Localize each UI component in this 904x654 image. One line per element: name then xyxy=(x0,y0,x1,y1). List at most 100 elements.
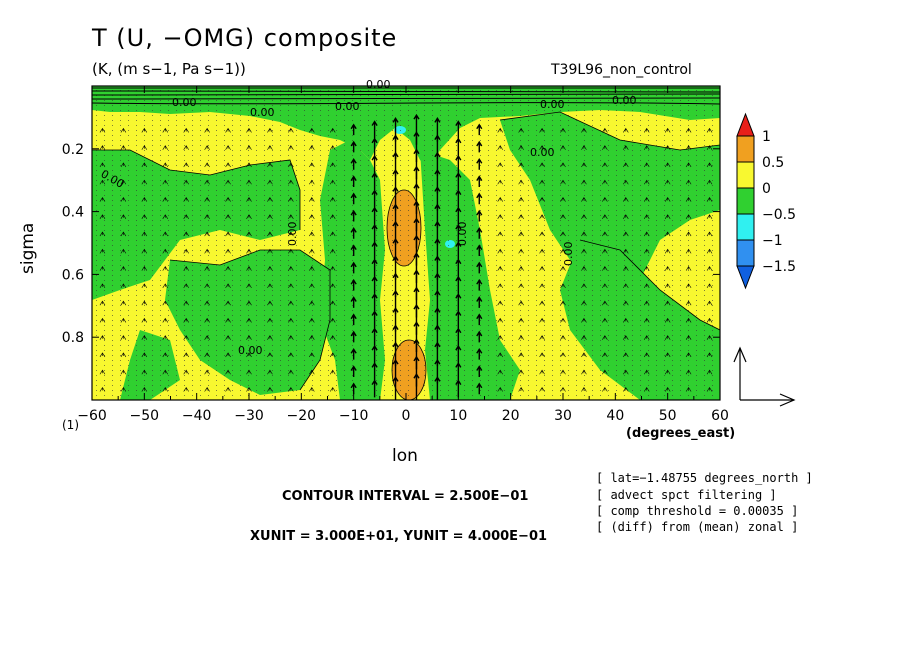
wind-arrow xyxy=(288,317,294,323)
wind-arrow xyxy=(643,335,650,340)
wind-arrow xyxy=(99,248,106,254)
wind-arrow xyxy=(706,162,713,168)
wind-arrow xyxy=(602,283,608,289)
wind-arrow xyxy=(706,266,713,271)
wind-arrow xyxy=(246,300,252,306)
wind-arrow xyxy=(497,196,503,202)
wind-arrow xyxy=(623,214,629,219)
wind-arrow xyxy=(267,196,273,202)
wind-arrow xyxy=(706,386,713,392)
wind-arrow xyxy=(685,248,692,254)
wind-arrow xyxy=(204,283,210,289)
wind-arrow xyxy=(99,214,106,219)
wind-arrow xyxy=(329,266,336,271)
wind-arrow xyxy=(329,283,336,289)
wind-arrow xyxy=(706,214,713,219)
wind-arrow xyxy=(183,283,189,289)
wind-arrow xyxy=(539,369,545,375)
wind-arrow xyxy=(267,369,273,375)
wind-arrow xyxy=(497,162,503,168)
wind-arrow xyxy=(539,196,545,202)
wind-arrow xyxy=(455,275,462,294)
wind-arrow xyxy=(581,335,587,340)
wind-arrow xyxy=(664,369,671,375)
x-tick-label: 40 xyxy=(606,408,624,424)
wind-arrow xyxy=(350,296,357,308)
wind-arrow xyxy=(329,335,336,340)
wind-arrow xyxy=(246,283,252,289)
wind-arrow xyxy=(497,231,503,237)
wind-arrow xyxy=(455,189,462,208)
wind-arrow xyxy=(225,317,231,323)
wind-arrow xyxy=(329,300,336,306)
wind-arrow xyxy=(162,162,169,168)
wind-arrow xyxy=(643,369,650,375)
wind-arrow xyxy=(602,127,608,133)
wind-arrow xyxy=(120,386,127,392)
wind-arrow xyxy=(371,154,378,173)
wind-arrow xyxy=(267,231,273,237)
wind-arrow xyxy=(497,300,503,306)
wind-arrow xyxy=(120,127,127,133)
wind-arrow xyxy=(497,335,503,340)
wind-arrow xyxy=(539,300,545,306)
wind-arrow xyxy=(183,335,189,340)
wind-arrow xyxy=(685,196,692,202)
wind-arrow xyxy=(162,214,169,219)
wind-arrow xyxy=(455,327,462,346)
wind-arrow xyxy=(141,196,148,202)
wind-arrow xyxy=(518,283,524,289)
wind-arrow xyxy=(664,386,671,392)
wind-arrow xyxy=(329,196,336,202)
wind-arrow xyxy=(99,196,106,202)
wind-arrow xyxy=(267,179,273,185)
wind-arrow xyxy=(329,145,336,150)
wind-arrow xyxy=(602,369,608,375)
wind-arrow xyxy=(350,244,357,257)
wind-arrow xyxy=(99,300,106,306)
wind-arrow xyxy=(685,283,692,289)
wind-arrow xyxy=(581,266,587,271)
plot-area xyxy=(92,86,720,400)
wind-arrow xyxy=(99,283,106,289)
wind-arrow xyxy=(581,231,587,237)
wind-arrow xyxy=(204,386,210,392)
wind-arrow xyxy=(623,386,629,392)
wind-arrow xyxy=(602,317,608,323)
wind-arrow xyxy=(643,145,650,150)
wind-arrow xyxy=(539,127,545,133)
wind-arrow xyxy=(560,317,566,323)
wind-arrow xyxy=(371,275,378,294)
wind-arrow xyxy=(476,278,483,291)
wind-arrow xyxy=(685,145,692,150)
wind-arrow xyxy=(371,241,378,260)
wind-arrow xyxy=(267,248,273,254)
wind-arrow xyxy=(350,123,357,136)
wind-arrow xyxy=(455,344,462,363)
wind-arrow xyxy=(706,248,713,254)
wind-arrow xyxy=(497,352,503,358)
wind-arrow xyxy=(581,214,587,219)
wind-arrow xyxy=(497,266,503,271)
wind-arrow xyxy=(225,369,231,375)
x-tick-label: −40 xyxy=(182,408,212,424)
wind-arrow xyxy=(560,386,566,392)
wind-arrow xyxy=(371,172,378,191)
wind-arrow xyxy=(162,300,169,306)
wind-arrow xyxy=(581,162,587,168)
wind-arrow xyxy=(225,386,231,392)
wind-arrow xyxy=(539,335,545,340)
wind-arrow xyxy=(288,335,294,340)
wind-arrow xyxy=(455,310,462,329)
wind-arrow xyxy=(183,145,189,150)
contour-label: 0.00 xyxy=(456,222,469,247)
wind-arrow xyxy=(225,266,231,271)
wind-arrow xyxy=(581,352,587,358)
wind-arrow xyxy=(623,179,629,185)
wind-arrow xyxy=(518,317,524,323)
wind-arrow xyxy=(120,145,127,150)
wind-arrow xyxy=(413,372,420,400)
wind-arrow xyxy=(643,127,650,133)
wind-arrow xyxy=(162,335,169,340)
wind-arrow xyxy=(476,261,483,274)
